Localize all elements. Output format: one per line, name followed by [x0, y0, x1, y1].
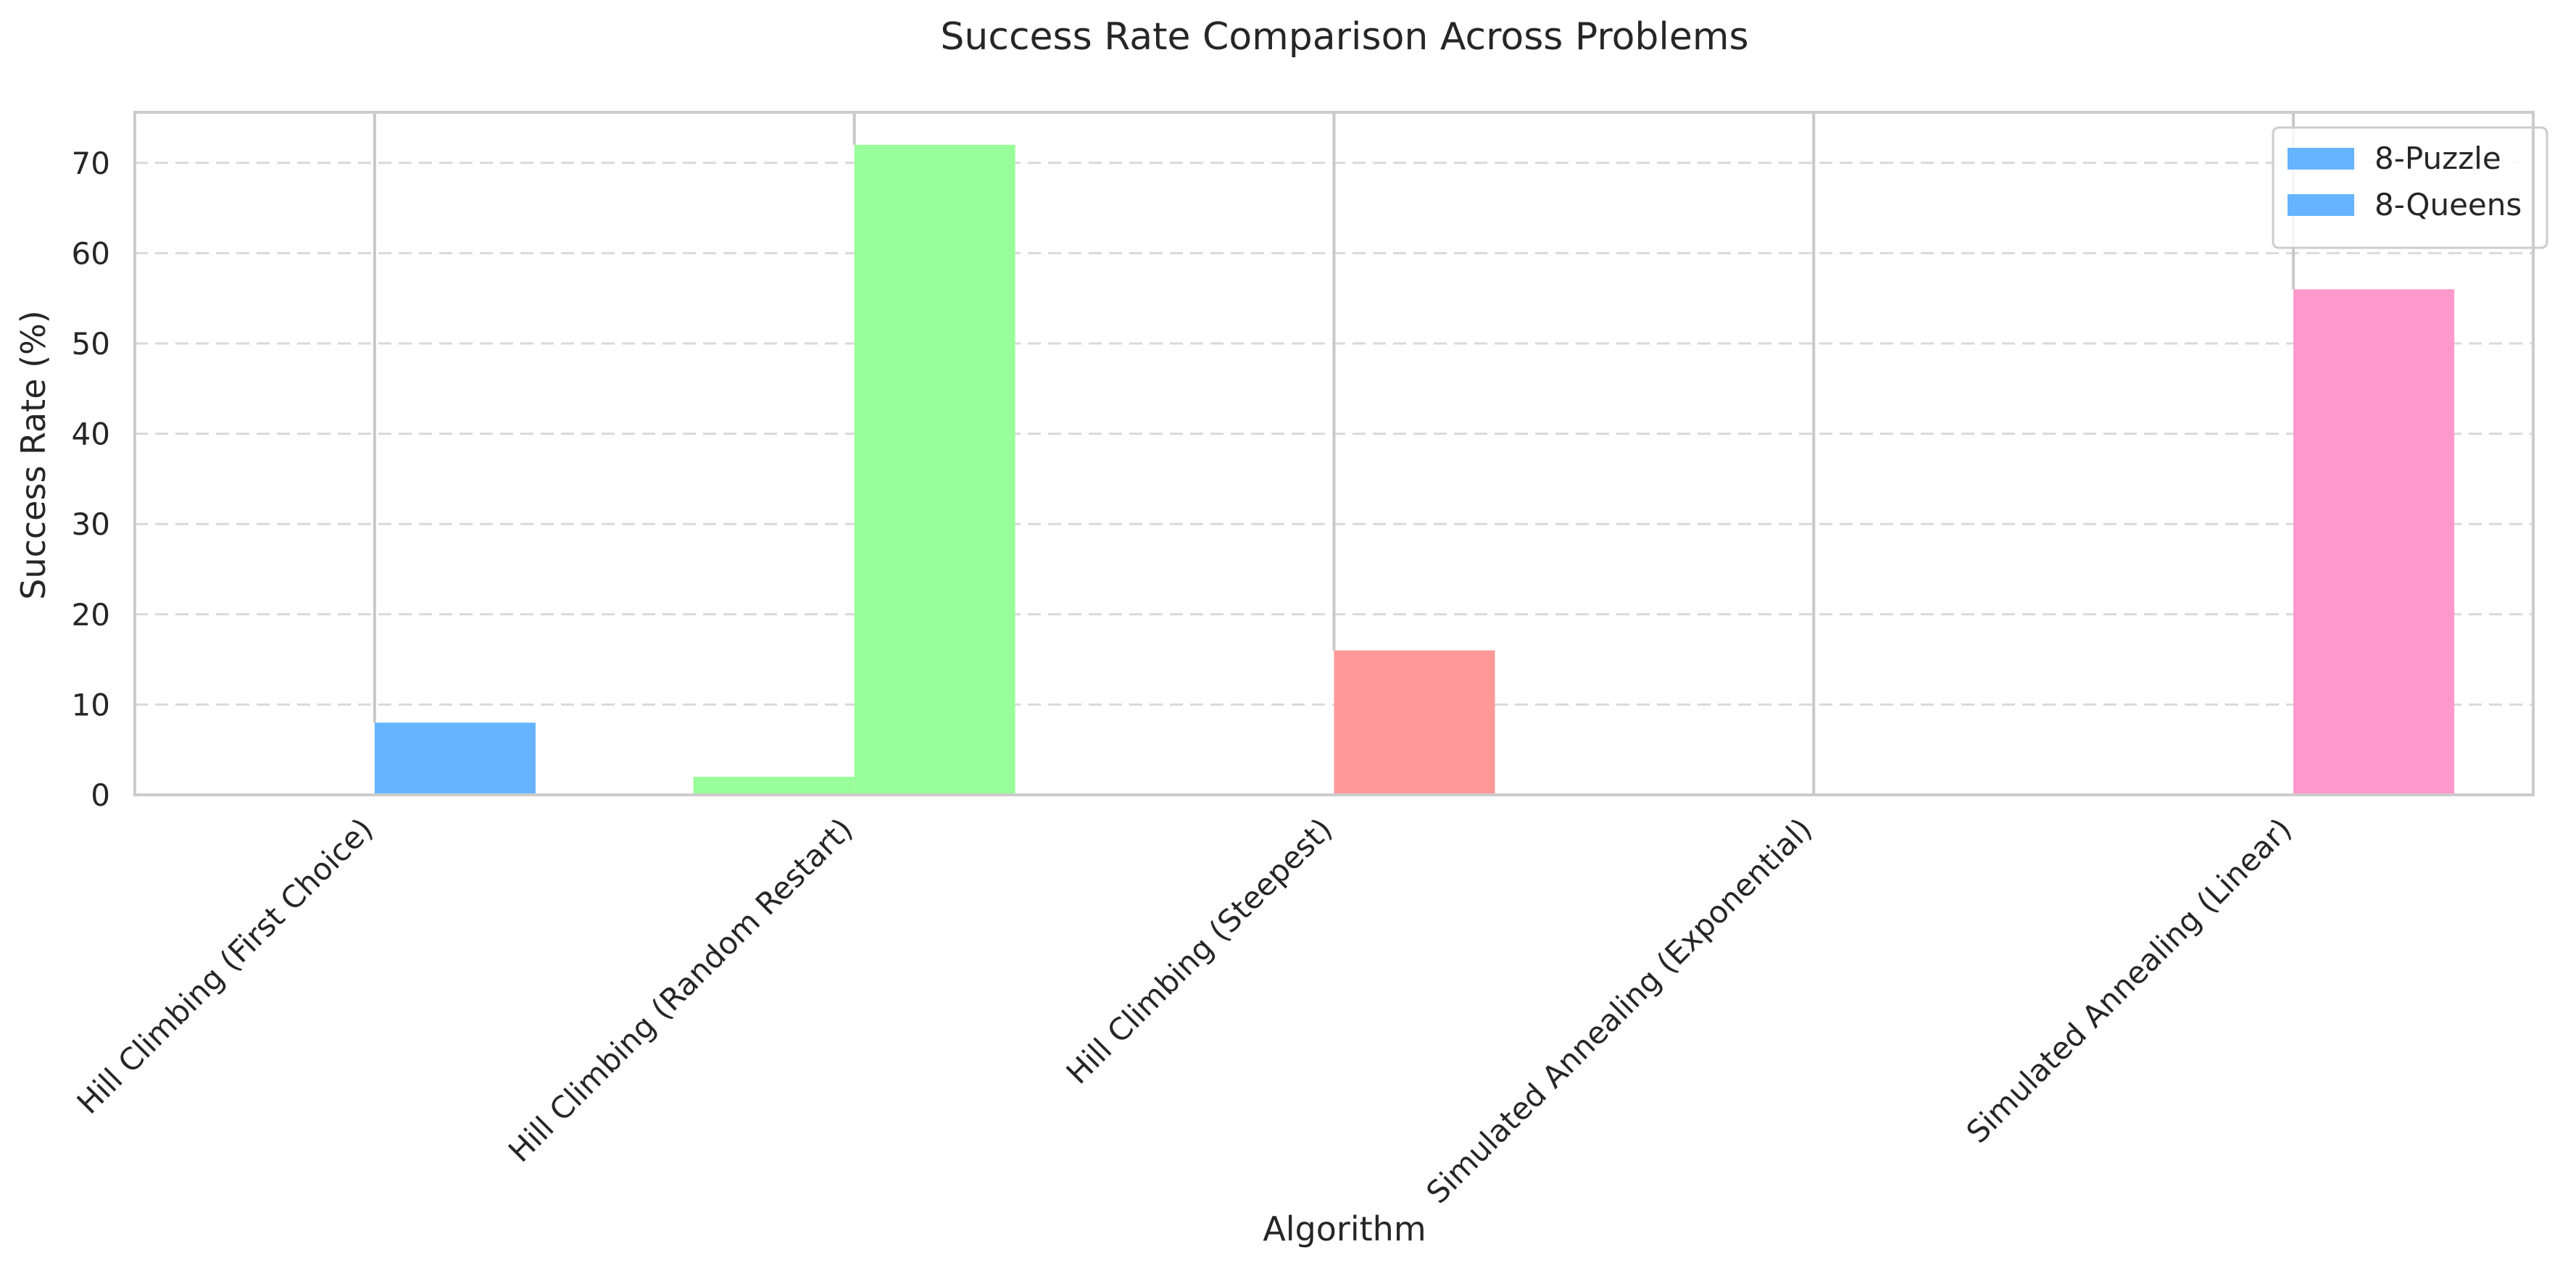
legend-label: 8-Puzzle	[2375, 141, 2501, 176]
y-tick-layer: 0 10 20 30 40 50 60 70	[72, 146, 110, 813]
legend-swatch	[2288, 148, 2354, 170]
legend-swatch	[2288, 194, 2354, 216]
x-tick-label: Hill Climbing (First Choice)	[70, 811, 380, 1120]
y-tick-label: 60	[72, 235, 110, 271]
bar-8-queens	[374, 722, 536, 795]
y-axis-label: Success Rate (%)	[14, 310, 53, 600]
chart-title: Success Rate Comparison Across Problems	[940, 15, 1748, 59]
y-tick-label: 40	[72, 417, 110, 452]
x-tick-label: Hill Climbing (Steepest)	[1060, 811, 1339, 1091]
y-tick-label: 30	[72, 506, 110, 542]
y-tick-label: 70	[72, 146, 110, 181]
bar-layer	[374, 144, 2455, 795]
x-tick-label: Simulated Annealing (Exponential)	[1419, 811, 1819, 1210]
bar-8-queens	[1334, 650, 1495, 795]
legend: 8-Puzzle 8-Queens	[2272, 126, 2548, 249]
bar-8-queens	[854, 144, 1015, 795]
y-tick-label: 20	[72, 597, 110, 633]
y-tick-label: 50	[72, 326, 110, 362]
x-tick-label: Hill Climbing (Random Restart)	[502, 811, 860, 1169]
y-tick-label: 0	[91, 777, 110, 813]
legend-label: 8-Queens	[2375, 187, 2522, 222]
y-tick-label: 10	[72, 687, 110, 722]
bar-8-queens	[2293, 289, 2455, 795]
x-tick-label: Simulated Annealing (Linear)	[1959, 811, 2298, 1150]
plot-frame	[133, 111, 2535, 796]
x-tick-layer: Hill Climbing (First Choice) Hill Climbin…	[70, 811, 2298, 1210]
x-axis-label: Algorithm	[1263, 1209, 1426, 1248]
bar-8-puzzle	[693, 777, 855, 795]
